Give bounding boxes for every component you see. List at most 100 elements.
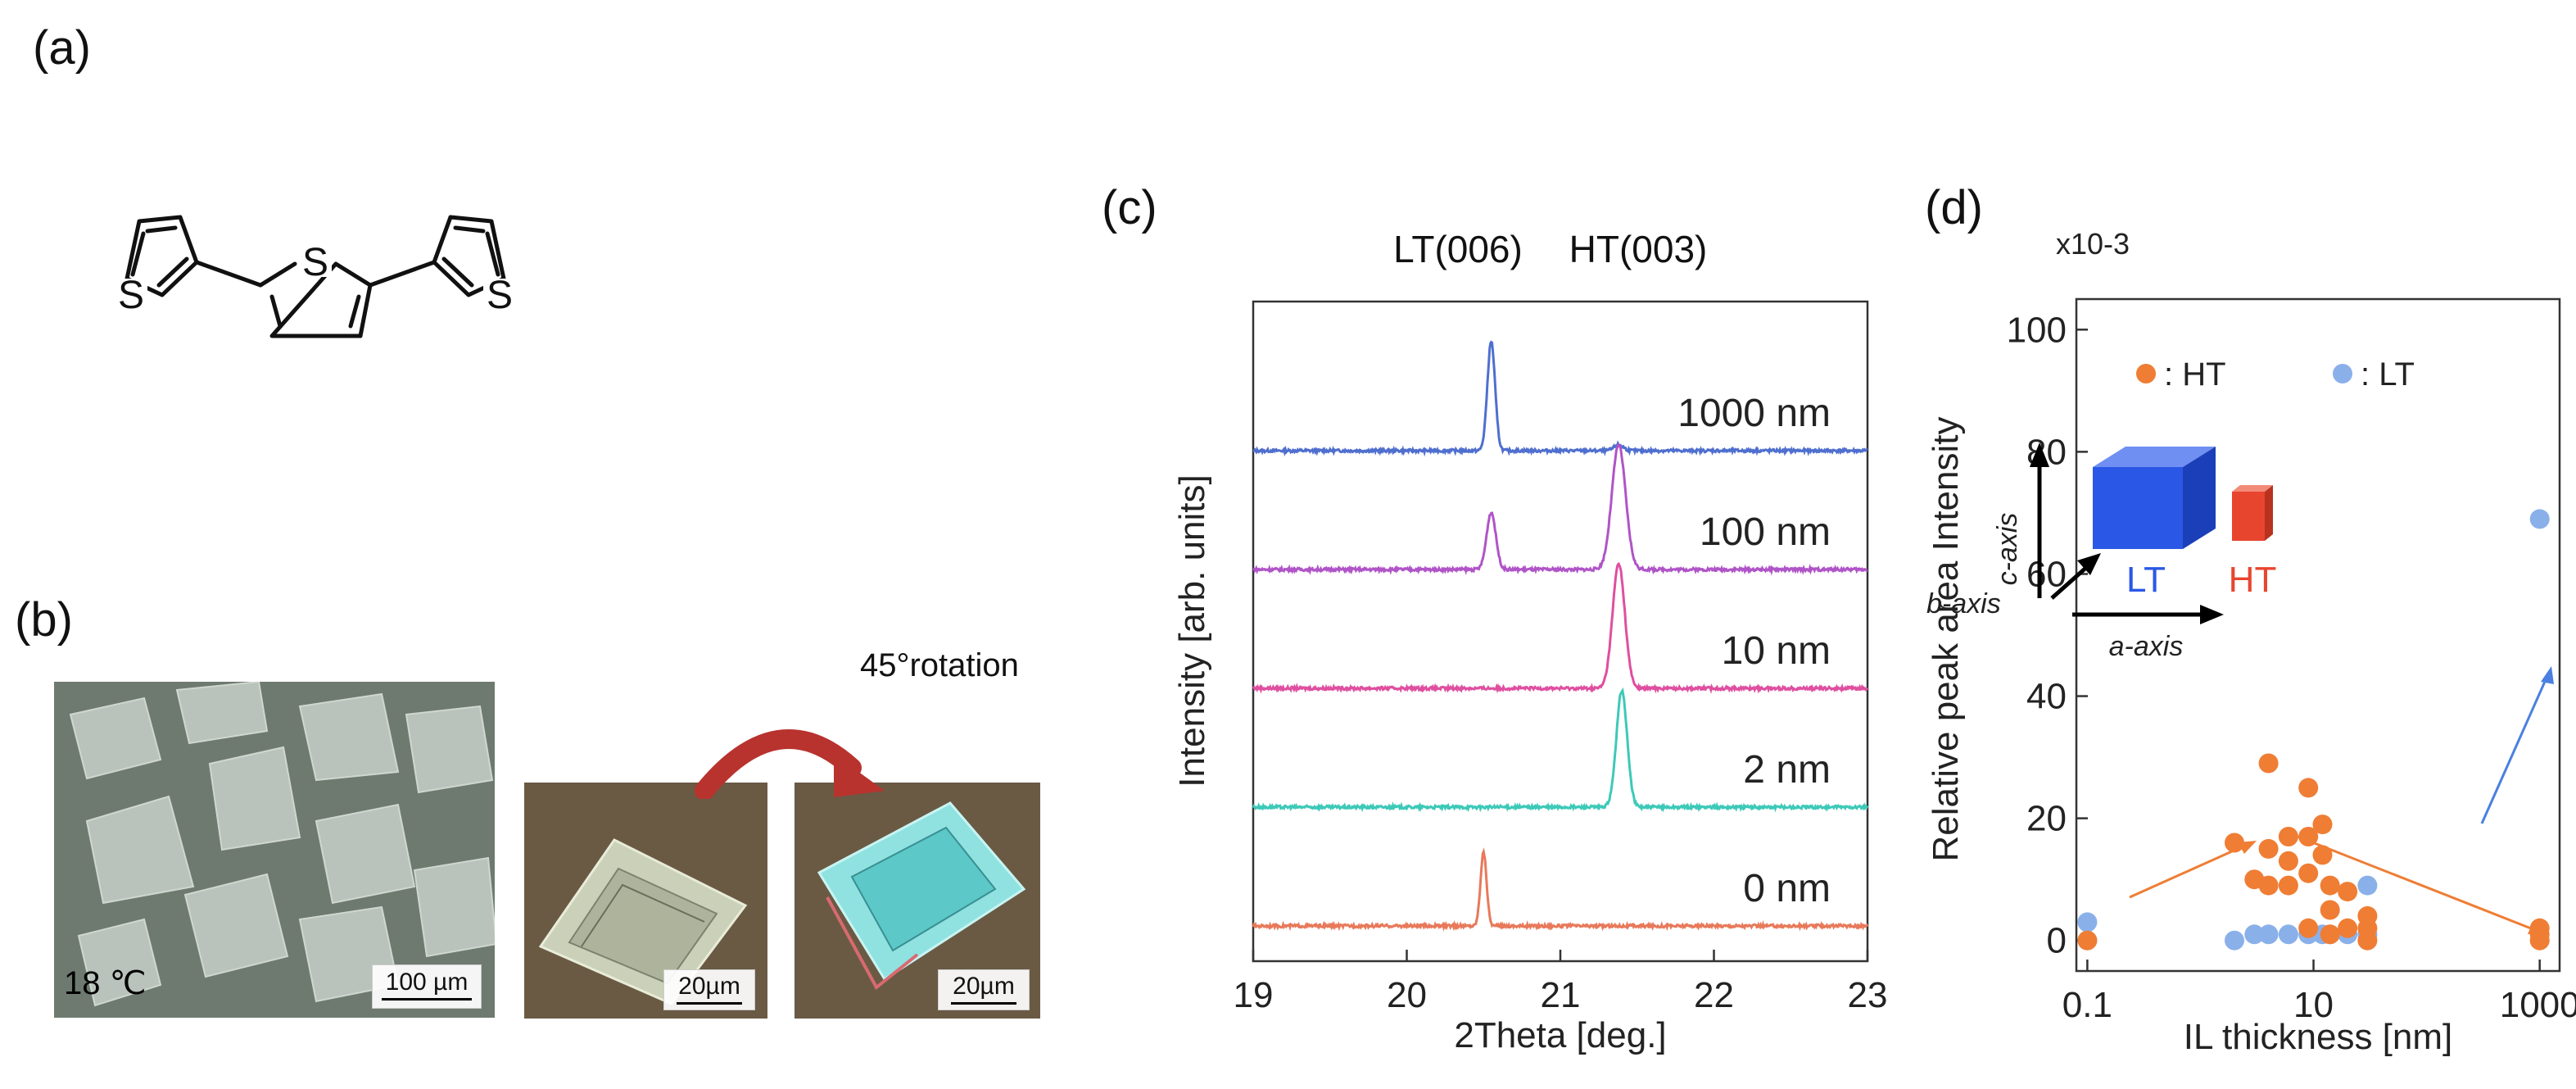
scatter-point-ht (2225, 833, 2244, 853)
xrd-x-ticks: 19 20 21 22 23 (1234, 950, 1888, 1015)
scatter-y-tick-label: 20 (2026, 799, 2067, 839)
scatter-point-ht (2338, 918, 2358, 938)
scale-bar-small-2: 20µm (938, 969, 1030, 1010)
xrd-series-label: 0 nm (1743, 867, 1831, 910)
scatter-x-tick-label: 1000 (2500, 985, 2576, 1025)
scatter-point-lt (2278, 924, 2298, 945)
xrd-series-label: 10 nm (1722, 629, 1831, 673)
rotation-arrow (695, 729, 885, 799)
scatter-point-ht (2258, 838, 2279, 859)
xrd-x-tick-label: 22 (1694, 975, 1734, 1015)
scale-bar-small-2-label: 20µm (953, 973, 1015, 1000)
scatter-y-axis-label: Relative peak area Intensity (1926, 417, 1966, 862)
sulfur-atom-left: S (118, 274, 144, 317)
xrd-series-line (1252, 687, 1869, 813)
scatter-y-tick-label: 100 (2007, 310, 2067, 350)
xrd-series-line (1252, 443, 1868, 576)
scatter-x-axis-label: IL thickness [nm] (2184, 1017, 2453, 1057)
legend-ht-label: : HT (2164, 356, 2226, 392)
scatter-point-ht (2298, 863, 2319, 883)
xrd-series-group: 1000 nm 100 nm 10 nm 2 nm 0 nm (1252, 340, 1869, 932)
scale-bar-small-1-label: 20µm (678, 973, 740, 1000)
scatter-point-lt (2357, 875, 2378, 896)
scatter-y-tick-label: 0 (2047, 921, 2067, 961)
lt-cube-front (2093, 467, 2183, 549)
scale-bar-large-label: 100 µm (385, 969, 469, 996)
trend-arrow-rise (2129, 842, 2249, 899)
b-axis-label: b-axis (1926, 588, 2001, 619)
peak-label-lt006: LT(006) (1393, 228, 1523, 270)
micrograph-crystal-1: 20µm (524, 783, 767, 1019)
scatter-x-tick-label: 0.1 (2062, 985, 2112, 1025)
temperature-label: 18 ℃ (64, 965, 147, 1001)
scale-bar-small-1: 20µm (663, 969, 755, 1010)
scatter-point-ht (2357, 930, 2378, 951)
micrograph-crystal-2: 20µm (795, 783, 1040, 1019)
scatter-x-tick-label: 10 (2293, 985, 2334, 1025)
sulfur-atom-middle: S (302, 241, 328, 284)
scatter-point-ht (2312, 814, 2333, 835)
xrd-series-line (1252, 561, 1869, 694)
scatter-point-ht (2298, 918, 2319, 938)
scatter-points (2077, 509, 2550, 951)
xrd-series-label: 100 nm (1700, 510, 1831, 554)
scatter-point-ht (2077, 930, 2098, 951)
panel-label-d: (d) (1925, 181, 1983, 234)
scatter-point-ht (2312, 845, 2333, 865)
right-ring (432, 215, 506, 297)
peak-label-ht003: HT(003) (1569, 228, 1708, 270)
panel-label-a: (a) (33, 21, 91, 75)
scatter-point-ht (2338, 882, 2358, 902)
scatter-point-lt (2244, 924, 2265, 945)
legend-lt-marker (2333, 364, 2352, 383)
ht-cube-top (2232, 485, 2273, 492)
lt-cube-side (2183, 447, 2216, 549)
scatter-point-ht (2258, 753, 2279, 774)
scatter-y-tick-label: 40 (2026, 677, 2067, 717)
scatter-point-ht (2298, 827, 2319, 846)
legend-lt-label: : LT (2361, 356, 2415, 392)
sulfur-atom-right: S (487, 274, 513, 317)
legend-ht-marker (2136, 364, 2156, 383)
xrd-x-tick-label: 20 (1387, 975, 1427, 1015)
c-axis-label: c-axis (1992, 513, 2023, 586)
micrograph-large: 18 ℃ 100 µm (54, 682, 495, 1018)
xrd-series-line (1252, 340, 1868, 457)
scatter-point-ht (2278, 851, 2298, 871)
lt-cube-top (2093, 447, 2216, 467)
scatter-point-lt (2077, 912, 2098, 932)
scatter-point-ht (2298, 778, 2319, 798)
xrd-x-tick-label: 21 (1541, 975, 1581, 1015)
scatter-y-tick-label: 60 (2026, 554, 2067, 594)
scale-bar-large: 100 µm (372, 964, 482, 1009)
left-ring (124, 215, 199, 297)
unit-cell-inset: c-axis a-axis b-axis LT HT (1926, 442, 2276, 662)
y-multiplier-label: x10-3 (2056, 227, 2130, 261)
scatter-point-ht (2320, 900, 2340, 920)
scatter-plot-frame (2075, 297, 2561, 973)
a-axis-label: a-axis (2109, 631, 2184, 662)
xrd-series-label: 2 nm (1743, 748, 1831, 792)
scatter-point-ht (2529, 930, 2550, 951)
scatter-point-ht (2278, 827, 2298, 846)
scatter-point-ht (2258, 875, 2279, 896)
scatter-point-ht (2320, 924, 2340, 945)
xrd-x-tick-label: 19 (1234, 975, 1274, 1015)
scatter-point-ht (2278, 875, 2298, 896)
xrd-x-axis-label: 2Theta [deg.] (1454, 1015, 1666, 1055)
rotation-label: 45°rotation (860, 647, 1019, 683)
panel-label-b: (b) (15, 593, 73, 647)
scatter-point-lt (2529, 509, 2550, 529)
xrd-series-line (1252, 847, 1869, 932)
ht-cube-side (2265, 485, 2273, 541)
trend-arrow-lt-jump (2480, 675, 2549, 824)
xrd-series-label: 1000 nm (1677, 392, 1831, 435)
xrd-x-tick-label: 23 (1848, 975, 1888, 1015)
lt-label: LT (2126, 560, 2166, 600)
terthiophene-structure: S S S (115, 215, 516, 338)
scatter-point-ht (2320, 875, 2340, 896)
xrd-chart: LT(006) HT(003) 19 20 21 22 23 1000 nm 100 nm… (1172, 228, 1888, 1055)
scatter-point-lt (2258, 924, 2279, 945)
ht-label: HT (2229, 560, 2277, 600)
